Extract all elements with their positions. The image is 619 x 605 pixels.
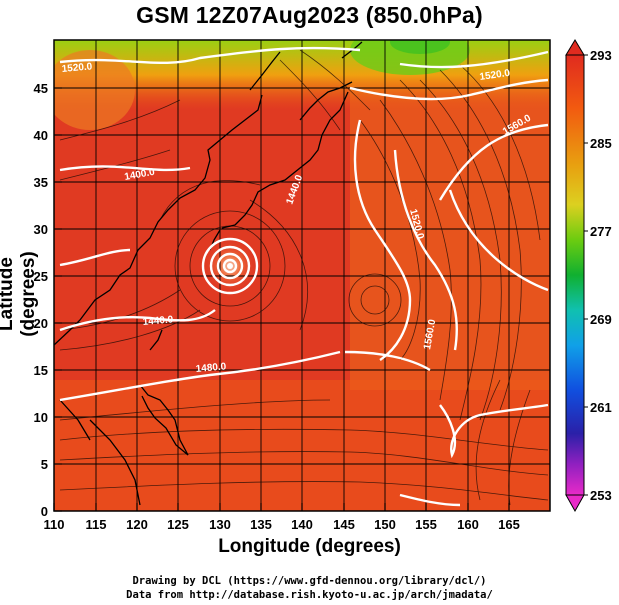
y-tick-label: 0 xyxy=(41,504,48,519)
contour-label: 1480.0 xyxy=(195,361,227,375)
height-contours xyxy=(59,46,549,507)
y-tick-label: 10 xyxy=(34,410,48,425)
x-tick-label: 145 xyxy=(333,517,355,532)
y-tick-label: 15 xyxy=(34,363,48,378)
x-tick-label: 115 xyxy=(86,517,107,532)
x-tick-labels: 110 115 120 125 130 135 140 145 150 155 … xyxy=(44,517,520,532)
colorbar-bottom-arrow xyxy=(565,494,585,513)
typhoon-eye xyxy=(227,263,233,269)
x-tick-label: 125 xyxy=(167,517,189,532)
x-tick-label: 150 xyxy=(374,517,396,532)
colorbar-label: 285 xyxy=(590,136,612,151)
contour-label: 1400.0 xyxy=(124,167,156,183)
colorbar: 293 285 277 269 261 253 xyxy=(565,39,612,513)
x-tick-label: 165 xyxy=(498,517,520,532)
y-tick-label: 30 xyxy=(34,222,48,237)
colorbar-label: 253 xyxy=(590,488,612,503)
wind-streamlines xyxy=(59,49,549,506)
coastlines xyxy=(54,41,363,506)
y-tick-label: 45 xyxy=(34,81,48,96)
colorbar-top-arrow xyxy=(565,39,585,56)
x-tick-label: 110 xyxy=(44,517,65,532)
colorbar-label: 261 xyxy=(590,400,612,415)
y-tick-labels: 0 5 10 15 20 25 30 35 40 45 xyxy=(34,81,48,519)
colorbar-label: 293 xyxy=(590,48,612,63)
contour-label: 1440.0 xyxy=(142,314,174,328)
y-tick-label: 35 xyxy=(34,175,48,190)
x-tick-label: 160 xyxy=(457,517,479,532)
contour-label: 1560.0 xyxy=(422,318,438,350)
x-tick-label: 130 xyxy=(209,517,231,532)
contour-label: 1520.0 xyxy=(61,61,93,75)
y-tick-label: 20 xyxy=(34,316,48,331)
x-axis-label: Longitude (degrees) xyxy=(218,536,401,557)
colorbar-label: 277 xyxy=(590,224,612,239)
y-axis-ticks xyxy=(54,87,62,512)
map-plot-area: 1520.0 1560.0 1440.0 1480.0 1520.0 1560.… xyxy=(54,40,550,511)
contour-label: 1520.0 xyxy=(479,68,511,83)
x-tick-label: 140 xyxy=(291,517,313,532)
credit-data: Data from http://database.rish.kyoto-u.a… xyxy=(126,589,493,601)
colorbar-label: 269 xyxy=(590,312,612,327)
x-tick-label: 135 xyxy=(250,517,272,532)
y-tick-label: 25 xyxy=(34,269,48,284)
x-axis-ticks xyxy=(53,503,510,511)
x-tick-label: 155 xyxy=(415,517,437,532)
credit-drawing: Drawing by DCL (https://www.gfd-dennou.o… xyxy=(132,575,487,587)
y-tick-label: 40 xyxy=(34,128,48,143)
colorbar-gradient xyxy=(565,54,585,496)
y-tick-label: 5 xyxy=(41,457,48,472)
chart-title: GSM 12Z07Aug2023 (850.0hPa) xyxy=(136,2,483,28)
x-tick-label: 120 xyxy=(126,517,148,532)
